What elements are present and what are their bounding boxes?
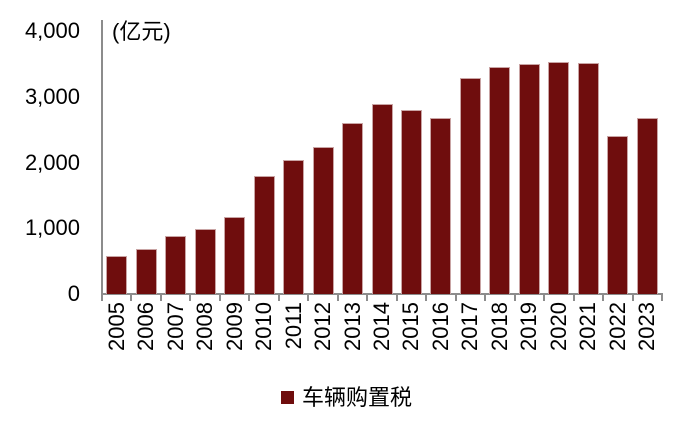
x-tick-label-2005: 2005 [103,302,129,351]
x-axis-tick [425,295,428,301]
x-axis-tick [130,295,133,301]
legend: 车辆购置税 [281,384,412,411]
x-axis-tick [454,295,457,301]
bar-2006 [135,249,157,294]
x-axis-tick [248,295,251,301]
x-axis-tick [189,295,192,301]
bar-2011 [283,160,305,294]
bar-2019 [518,64,540,294]
x-tick-label-2012: 2012 [310,302,336,351]
x-axis-line [101,293,663,295]
bar-2020 [548,62,570,294]
y-tick-label-3000: 3,000 [24,83,80,109]
bar-2012 [312,147,334,294]
x-tick-label-2009: 2009 [221,302,247,351]
x-axis-tick [366,295,369,301]
x-axis-tick [395,295,398,301]
x-axis-tick [602,295,605,301]
bar-2021 [577,63,599,294]
x-axis-tick [484,295,487,301]
x-tick-label-2010: 2010 [251,302,277,351]
x-axis-tick [572,295,575,301]
y-axis-line [101,20,103,295]
x-tick-label-2017: 2017 [457,302,483,351]
bar-2018 [489,67,511,294]
bar-2014 [371,104,393,294]
x-axis-tick [277,295,280,301]
x-axis-tick [661,295,663,301]
x-axis-tick [218,295,221,301]
bar-2007 [165,236,187,294]
bar-2010 [253,176,275,294]
axis-unit-label: (亿元) [112,19,171,44]
x-axis-tick [159,295,162,301]
y-tick-label-0: 0 [67,281,80,306]
x-axis-tick [307,295,310,301]
x-tick-label-2019: 2019 [516,302,542,351]
x-axis-tick [513,295,516,301]
bar-2009 [224,217,246,294]
bar-2013 [342,123,364,294]
x-axis-tick [631,295,634,301]
x-tick-label-2014: 2014 [369,302,394,351]
x-tick-label-2011: 2011 [280,302,306,350]
x-tick-label-2013: 2013 [339,302,365,351]
bar-2022 [607,136,629,294]
x-tick-label-2020: 2020 [545,302,571,351]
bar-2016 [430,118,452,294]
y-tick-label-2000: 2,000 [24,149,80,175]
bar-2015 [400,110,422,294]
x-tick-label-2021: 2021 [575,302,601,351]
legend-swatch [281,391,294,404]
x-tick-label-2006: 2006 [133,302,159,351]
bar-2023 [636,118,658,294]
x-tick-label-2015: 2015 [398,302,424,351]
x-tick-label-2016: 2016 [427,302,453,351]
legend-label: 车辆购置税 [302,385,413,410]
x-tick-label-2007: 2007 [162,302,188,351]
x-tick-label-2008: 2008 [192,302,218,351]
y-tick-label-1000: 1,000 [24,215,80,241]
x-axis-tick [336,295,339,301]
x-tick-label-2018: 2018 [486,302,512,351]
x-tick-label-2023: 2023 [634,302,660,351]
bar-2017 [459,78,481,294]
bar-2008 [194,229,216,294]
bar-2005 [106,256,128,294]
y-tick-label-4000: 4,000 [24,18,80,43]
x-tick-label-2022: 2022 [604,302,630,351]
x-axis-tick [101,295,103,301]
x-axis-tick [543,295,546,301]
